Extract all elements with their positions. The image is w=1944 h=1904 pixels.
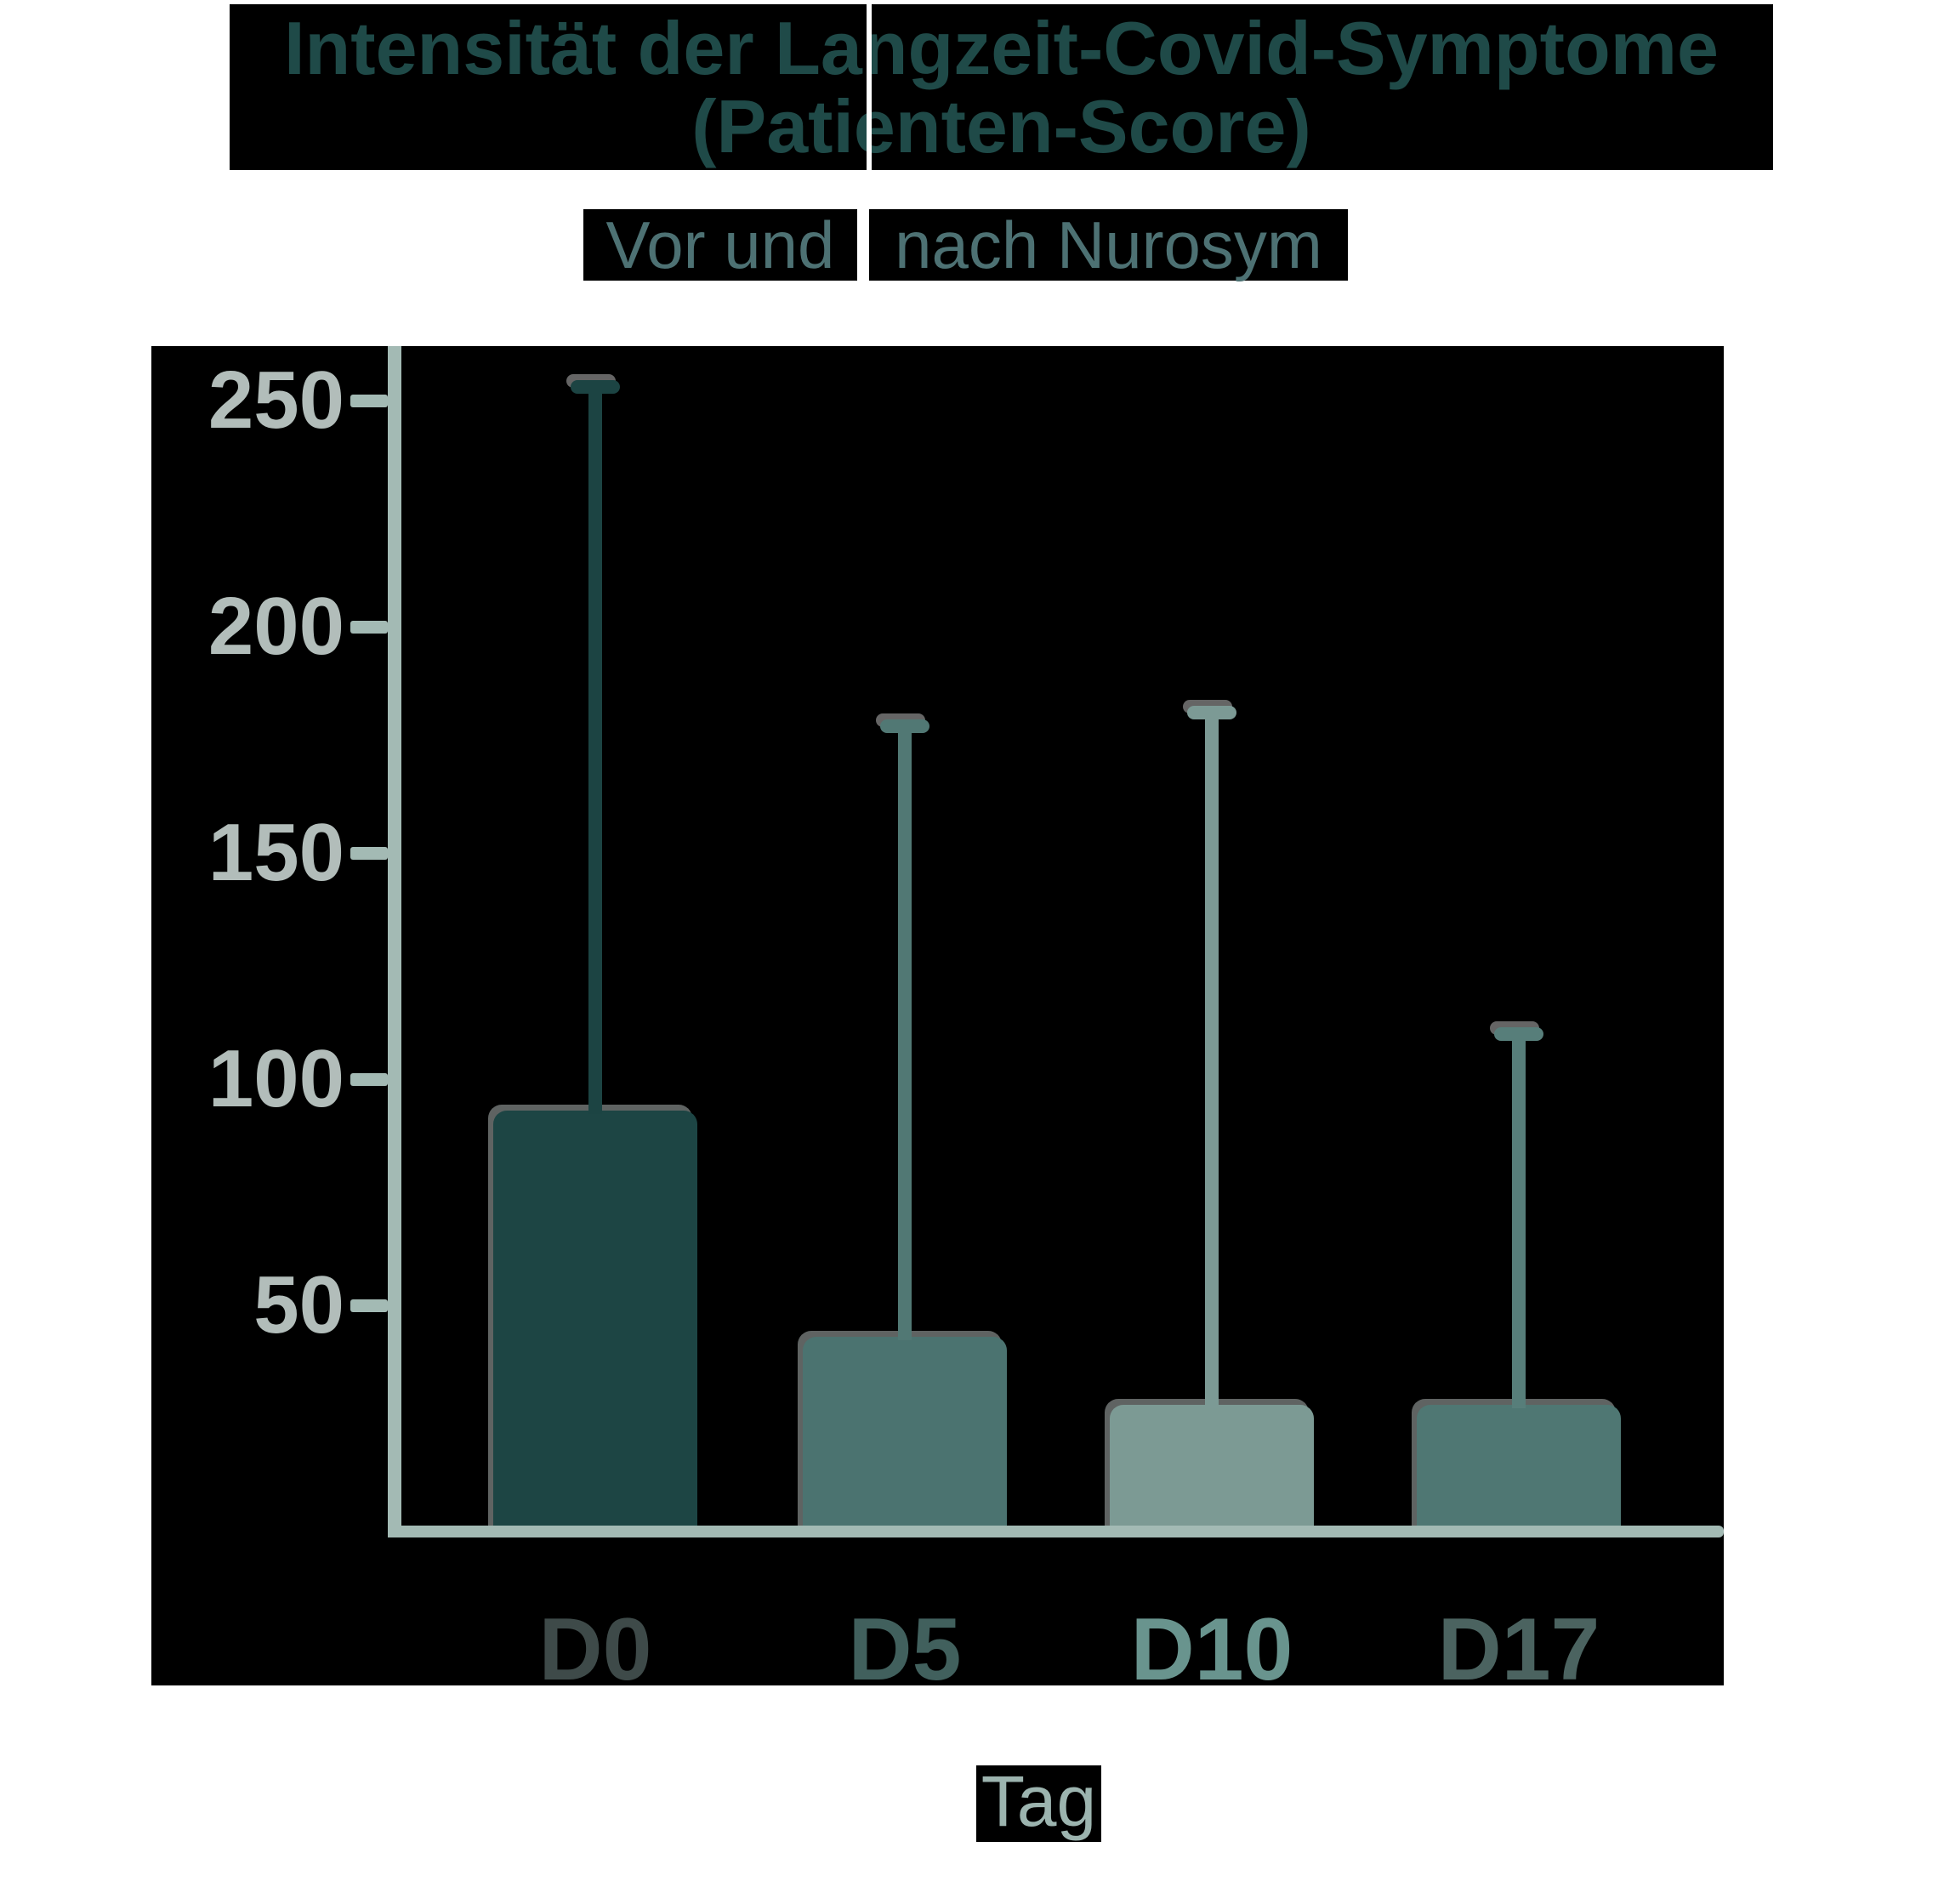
error-bar-line-D5 <box>898 726 912 1341</box>
y-tick-label-250: 250 <box>207 355 344 446</box>
chart-title-box: Intensität der Langzeit-Covid-Symptome (… <box>230 4 1773 170</box>
error-bar-line-D0 <box>588 387 602 1115</box>
x-category-label-D17: D17 <box>1437 1600 1600 1699</box>
error-bar-line-D10 <box>1205 713 1219 1409</box>
y-tick-label-200: 200 <box>207 581 344 672</box>
chart-subtitle-box-right: nach Nurosym <box>869 209 1348 281</box>
x-category-label-D5: D5 <box>848 1600 962 1699</box>
y-tick-label-100: 100 <box>207 1033 344 1124</box>
chart-subtitle-part2: nach Nurosym <box>895 207 1322 282</box>
bar-D0 <box>493 1111 697 1537</box>
chart-title-line1: Intensität der Langzeit-Covid-Symptome <box>284 5 1719 90</box>
y-axis-line <box>388 346 401 1537</box>
x-category-label-D10: D10 <box>1130 1600 1293 1699</box>
y-tick-200 <box>350 620 388 634</box>
y-tick-250 <box>350 394 388 407</box>
x-axis-title-box: Tag <box>976 1765 1101 1842</box>
chart-subtitle-box-left: Vor und <box>583 209 857 281</box>
error-bar-cap-D5 <box>880 719 929 734</box>
chart-title-line2: (Patienten-Score) <box>691 83 1311 168</box>
y-tick-100 <box>350 1072 388 1086</box>
error-bar-cap-D0 <box>571 380 620 395</box>
y-tick-label-50: 50 <box>253 1259 344 1350</box>
y-tick-label-150: 150 <box>207 807 344 898</box>
error-bar-line-D17 <box>1512 1033 1526 1409</box>
x-axis-line <box>388 1526 1724 1537</box>
bar-D17 <box>1417 1405 1621 1537</box>
y-tick-50 <box>350 1299 388 1312</box>
image-seam-line <box>867 4 872 170</box>
y-tick-150 <box>350 846 388 860</box>
bar-D10 <box>1110 1405 1314 1537</box>
error-bar-cap-D17 <box>1494 1026 1543 1041</box>
error-bar-cap-D10 <box>1187 706 1236 720</box>
x-category-label-D0: D0 <box>538 1600 652 1699</box>
bar-D5 <box>803 1337 1007 1537</box>
chart-subtitle-part1: Vor und <box>605 207 835 282</box>
x-axis-title: Tag <box>981 1761 1097 1841</box>
